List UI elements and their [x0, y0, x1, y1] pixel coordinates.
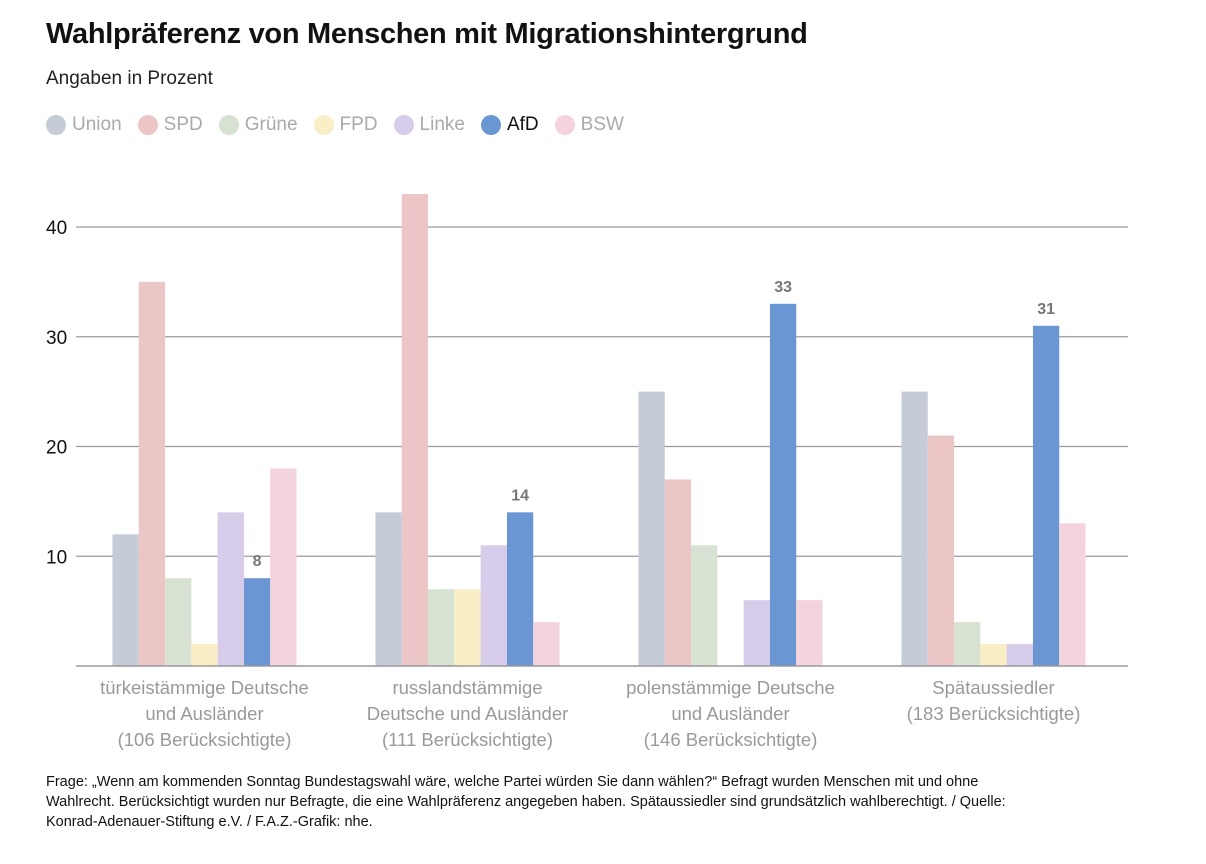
bar-gr-ne-0[interactable] — [165, 578, 192, 666]
footnote-line: Frage: „Wenn am kommenden Sonntag Bundes… — [46, 774, 979, 790]
data-label: 14 — [511, 487, 529, 504]
legend-dot-icon — [137, 115, 158, 135]
category-label: (111 Berücksichtigte) — [382, 729, 553, 750]
y-tick-label: 10 — [46, 547, 67, 568]
legend-item-fpd[interactable]: FPD — [313, 114, 378, 136]
data-label: 8 — [253, 553, 262, 570]
bar-spd-1[interactable] — [401, 194, 429, 666]
legend-dot-icon — [554, 115, 575, 135]
footnote-line: Konrad-Adenauer-Stiftung e.V. / F.A.Z.-G… — [46, 814, 373, 830]
legend-label: Union — [72, 114, 122, 135]
category-label: und Ausländer — [671, 703, 789, 724]
legend-item-gr-ne[interactable]: Grüne — [218, 114, 298, 136]
legend-label: FPD — [339, 114, 378, 135]
bar-linke-3[interactable] — [1006, 644, 1033, 666]
category-label: polenstämmige Deutsche — [626, 677, 835, 698]
bar-spd-0[interactable] — [138, 281, 166, 666]
category-label: (183 Berücksichtigte) — [907, 703, 1081, 724]
data-label: 33 — [774, 279, 792, 296]
bar-afd-1[interactable] — [506, 512, 534, 666]
legend-item-bsw[interactable]: BSW — [554, 114, 624, 136]
bar-gr-ne-1[interactable] — [428, 589, 455, 666]
bar-afd-3[interactable] — [1032, 325, 1060, 666]
category-label: Spätaussiedler — [932, 677, 1054, 698]
bar-bsw-3[interactable] — [1059, 523, 1086, 666]
category-label: und Ausländer — [145, 703, 263, 724]
bar-gr-ne-2[interactable] — [691, 545, 718, 666]
bar-afd-0[interactable] — [243, 578, 271, 666]
bar-union-2[interactable] — [638, 391, 665, 666]
legend-dot-icon — [313, 115, 334, 135]
bar-linke-2[interactable] — [743, 600, 770, 666]
bar-gr-ne-3[interactable] — [954, 622, 981, 666]
category-label: Deutsche und Ausländer — [367, 703, 569, 724]
legend-dot-icon — [480, 115, 501, 135]
footnote-line: Wahlrecht. Berücksichtigt wurden nur Bef… — [46, 794, 1006, 810]
y-tick-label: 30 — [46, 328, 67, 349]
legend-label: Linke — [419, 114, 465, 135]
category-label: russlandstämmige — [392, 677, 542, 698]
bar-bsw-1[interactable] — [533, 622, 560, 666]
bar-union-0[interactable] — [112, 534, 139, 666]
data-label: 31 — [1037, 301, 1055, 318]
bar-spd-3[interactable] — [927, 435, 955, 666]
bar-spd-2[interactable] — [664, 479, 692, 666]
bar-afd-2[interactable] — [769, 303, 797, 666]
chart-subtitle: Angaben in Prozent — [46, 68, 213, 89]
legend-item-afd[interactable]: AfD — [480, 114, 539, 136]
bar-bsw-2[interactable] — [796, 600, 823, 666]
bar-union-1[interactable] — [375, 512, 402, 666]
bar-linke-0[interactable] — [217, 512, 244, 666]
legend-label: SPD — [163, 114, 203, 135]
footnote: Frage: „Wenn am kommenden Sonntag Bundes… — [46, 772, 1126, 832]
bar-bsw-0[interactable] — [270, 468, 297, 666]
legend-label: AfD — [506, 114, 539, 135]
category-label: (146 Berücksichtigte) — [644, 729, 818, 750]
legend-item-union[interactable]: Union — [46, 114, 122, 136]
y-tick-label: 20 — [46, 438, 67, 459]
bar-union-3[interactable] — [901, 391, 928, 666]
bar-linke-1[interactable] — [480, 545, 507, 666]
y-tick-label: 40 — [46, 218, 67, 239]
legend-label: Grüne — [244, 114, 298, 135]
legend-item-spd[interactable]: SPD — [137, 114, 203, 136]
category-label: (106 Berücksichtigte) — [118, 729, 292, 750]
legend-dot-icon — [393, 115, 414, 135]
category-label: türkeistämmige Deutsche — [100, 677, 309, 698]
legend-item-linke[interactable]: Linke — [393, 114, 465, 136]
chart-title: Wahlpräferenz von Menschen mit Migration… — [46, 18, 808, 50]
bar-fpd-3[interactable] — [980, 644, 1007, 666]
legend-dot-icon — [218, 115, 239, 135]
legend: Union SPD Grüne FPD Linke AfD BSW — [46, 114, 624, 136]
legend-dot-icon — [46, 115, 66, 135]
bar-fpd-1[interactable] — [454, 589, 481, 666]
bar-fpd-0[interactable] — [191, 644, 218, 666]
legend-label: BSW — [580, 114, 624, 135]
